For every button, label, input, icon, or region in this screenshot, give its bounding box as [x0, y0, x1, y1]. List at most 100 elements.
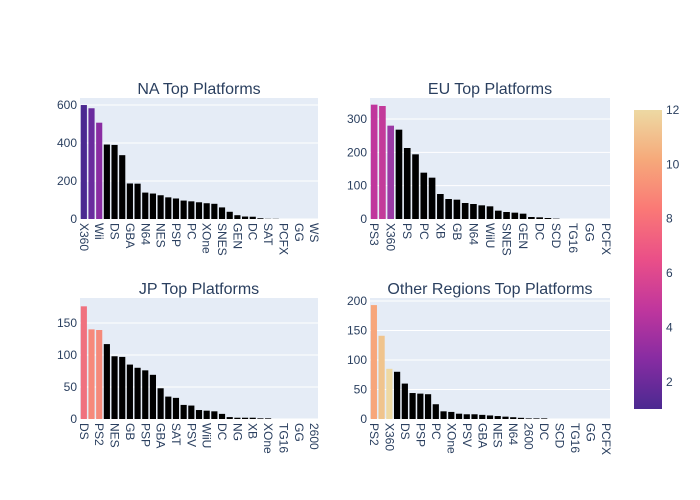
bar — [165, 396, 172, 419]
bar — [486, 206, 494, 219]
y-tick-label: 0 — [70, 412, 77, 426]
x-tick-label: NES — [491, 423, 505, 448]
bar — [478, 205, 486, 219]
bar — [157, 195, 164, 219]
bar — [379, 106, 386, 219]
y-tick-label: 0 — [360, 212, 367, 226]
x-tick-label: PC — [429, 423, 443, 440]
x-tick-label: SAT — [261, 223, 275, 246]
bar — [370, 104, 378, 219]
bar — [257, 418, 264, 419]
x-tick-label: N64 — [466, 223, 480, 245]
x-tick-label: DC — [215, 423, 229, 441]
bar — [455, 413, 463, 419]
x-tick-label: PCFX — [599, 423, 613, 455]
bar — [241, 417, 249, 419]
bar — [486, 415, 494, 419]
bar — [544, 218, 552, 219]
x-tick-label: DS — [398, 423, 412, 440]
x-tick-label: N64 — [138, 223, 152, 245]
bar — [494, 416, 501, 419]
bar — [203, 410, 210, 419]
bar — [403, 148, 411, 219]
bar — [395, 129, 403, 219]
y-tick-label: 0 — [360, 412, 367, 426]
bar — [503, 212, 510, 219]
bar — [401, 383, 408, 419]
bar — [165, 197, 172, 219]
subplot-title: Other Regions Top Platforms — [387, 281, 592, 298]
bar — [203, 203, 210, 219]
bar — [387, 125, 394, 219]
bar — [157, 388, 164, 419]
x-tick-label: GG — [582, 223, 596, 242]
x-tick-label: PSP — [138, 423, 152, 447]
bar — [409, 393, 416, 419]
x-tick-label: N64 — [506, 423, 520, 445]
bar — [533, 418, 540, 419]
subplot-title: EU Top Platforms — [428, 81, 552, 98]
bar — [134, 183, 141, 219]
bar — [265, 418, 272, 419]
bar — [445, 199, 452, 219]
x-tick-label: GB — [123, 423, 137, 440]
bar — [119, 356, 126, 419]
bar — [149, 193, 157, 219]
x-tick-label: NES — [108, 423, 122, 448]
x-tick-label: X360 — [384, 223, 398, 251]
bar — [234, 417, 241, 419]
x-tick-label: TG16 — [568, 423, 582, 453]
y-tick-label: 50 — [354, 382, 368, 396]
y-tick-label: 150 — [57, 316, 77, 330]
x-tick-label: WS — [307, 223, 321, 242]
x-tick-label: XOne — [444, 423, 458, 454]
bar — [103, 144, 110, 219]
bar — [257, 218, 264, 219]
colorbar-tick-label: 8 — [666, 212, 673, 226]
bar — [502, 416, 509, 419]
bar — [386, 368, 393, 419]
x-tick-label: PS2 — [92, 423, 106, 446]
bar — [528, 217, 535, 219]
bar — [536, 217, 543, 219]
x-tick-label: PSP — [413, 423, 427, 447]
y-tick-label: 100 — [57, 348, 77, 362]
subplot-title: NA Top Platforms — [137, 81, 260, 98]
x-tick-label: SCD — [549, 223, 563, 249]
bar — [417, 393, 424, 419]
bar — [119, 155, 126, 219]
bar — [188, 201, 195, 219]
bar — [188, 405, 195, 419]
bar — [142, 192, 149, 219]
bar — [126, 364, 133, 419]
colorbar-tick-label: 6 — [666, 266, 673, 280]
bar — [241, 216, 249, 219]
x-tick-label: PS2 — [367, 423, 381, 446]
bar — [180, 404, 187, 419]
x-tick-label: NES — [154, 223, 168, 248]
bar — [218, 207, 226, 219]
colorbar-tick-label: 2 — [666, 375, 673, 389]
bar — [134, 367, 141, 419]
x-tick-label: GEN — [230, 223, 244, 249]
bar — [370, 305, 377, 419]
x-tick-label: SCD — [553, 423, 567, 449]
bar — [149, 374, 157, 419]
bar — [428, 177, 436, 219]
bar — [541, 418, 548, 419]
bar — [412, 154, 419, 219]
bar — [111, 356, 118, 419]
bar — [461, 203, 469, 219]
x-tick-label: PC — [417, 223, 431, 240]
bar — [195, 202, 203, 219]
bar — [126, 183, 133, 219]
bar — [218, 413, 226, 419]
x-tick-label: SNES — [500, 223, 514, 256]
y-tick-label: 200 — [347, 294, 367, 308]
bar — [226, 211, 233, 219]
x-tick-label: XOne — [200, 223, 214, 254]
bar — [195, 410, 203, 419]
x-tick-label: WiiU — [200, 423, 214, 448]
x-tick-label: PS3 — [367, 223, 381, 246]
